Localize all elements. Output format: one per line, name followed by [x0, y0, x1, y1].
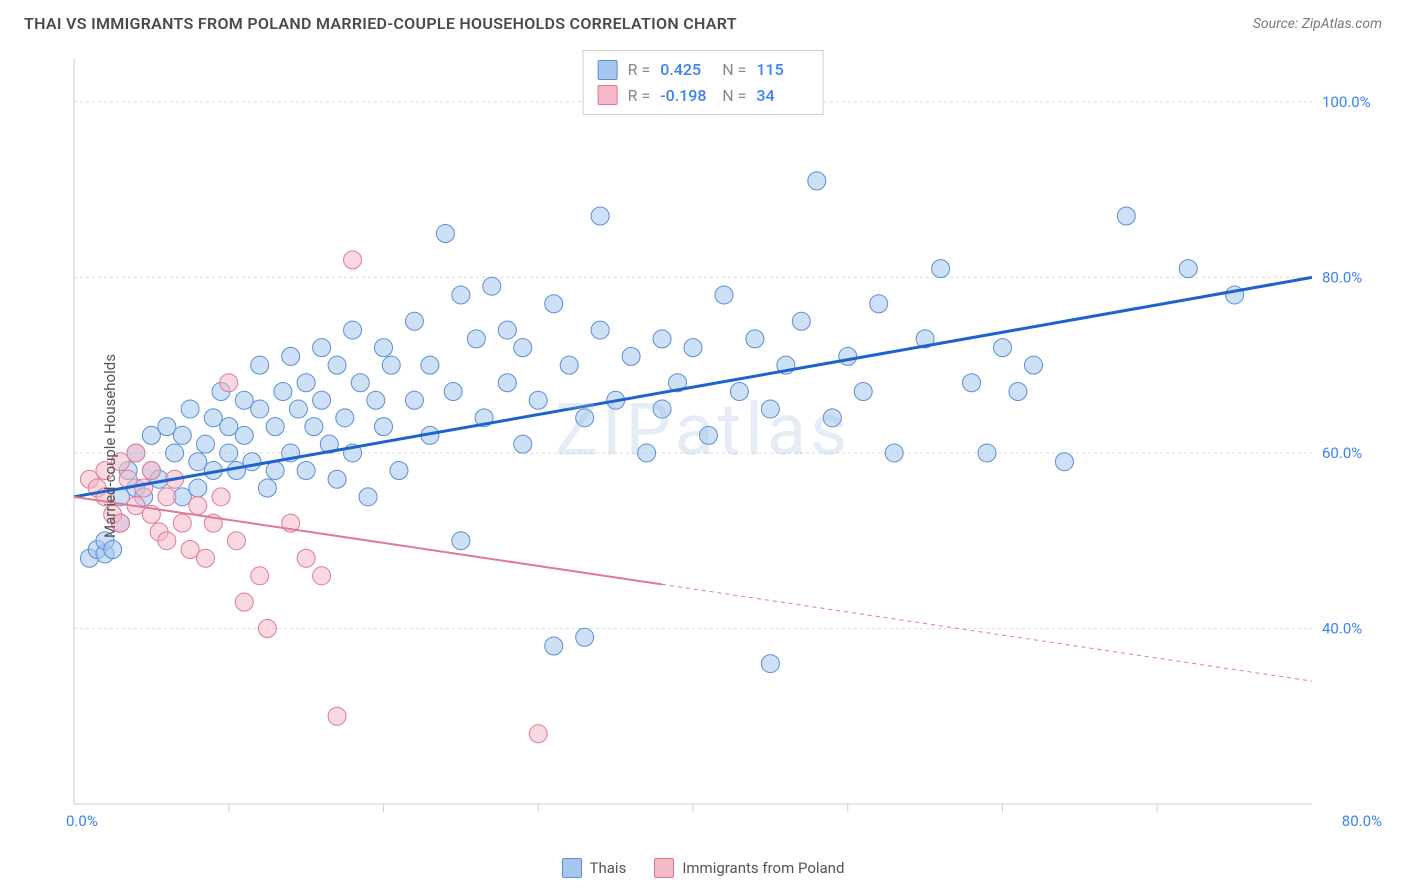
svg-text:60.0%: 60.0%	[1322, 444, 1362, 462]
n-value: 34	[756, 83, 808, 109]
legend-swatch	[654, 858, 674, 878]
chart-title: THAI VS IMMIGRANTS FROM POLAND MARRIED-C…	[24, 14, 737, 33]
x-min-label: 0.0%	[66, 812, 98, 830]
legend-swatch-poland	[598, 85, 618, 105]
legend-item-poland: Immigrants from Poland	[654, 858, 844, 878]
series-legend: Thais Immigrants from Poland	[0, 858, 1406, 878]
chart-area: Married-couple Households 40.0% 60.0% 80.0…	[24, 48, 1382, 844]
svg-text:40.0%: 40.0%	[1322, 619, 1362, 637]
legend-item-thais: Thais	[562, 858, 627, 878]
stats-row: R = -0.198 N = 34	[598, 83, 809, 109]
stats-row: R = 0.425 N = 115	[598, 57, 809, 83]
x-max-label: 80.0%	[1342, 812, 1382, 830]
y-axis-label: Married-couple Households	[101, 354, 119, 538]
scatter-chart: 40.0% 60.0% 80.0% 100.0%	[24, 48, 1382, 844]
svg-text:80.0%: 80.0%	[1322, 268, 1362, 286]
svg-text:100.0%: 100.0%	[1322, 93, 1371, 111]
legend-label: Thais	[590, 859, 627, 877]
stat-label: R =	[628, 57, 651, 83]
stat-label: R =	[628, 83, 651, 109]
source-label: Source: ZipAtlas.com	[1253, 16, 1382, 32]
r-value: -0.198	[660, 83, 712, 109]
legend-label: Immigrants from Poland	[682, 859, 844, 877]
chart-header: THAI VS IMMIGRANTS FROM POLAND MARRIED-C…	[0, 0, 1406, 41]
n-value: 115	[756, 57, 808, 83]
stats-legend: R = 0.425 N = 115 R = -0.198 N = 34	[583, 50, 824, 115]
r-value: 0.425	[660, 57, 712, 83]
stat-label: N =	[722, 83, 746, 109]
legend-swatch	[562, 858, 582, 878]
stat-label: N =	[722, 57, 746, 83]
legend-swatch-thais	[598, 60, 618, 80]
